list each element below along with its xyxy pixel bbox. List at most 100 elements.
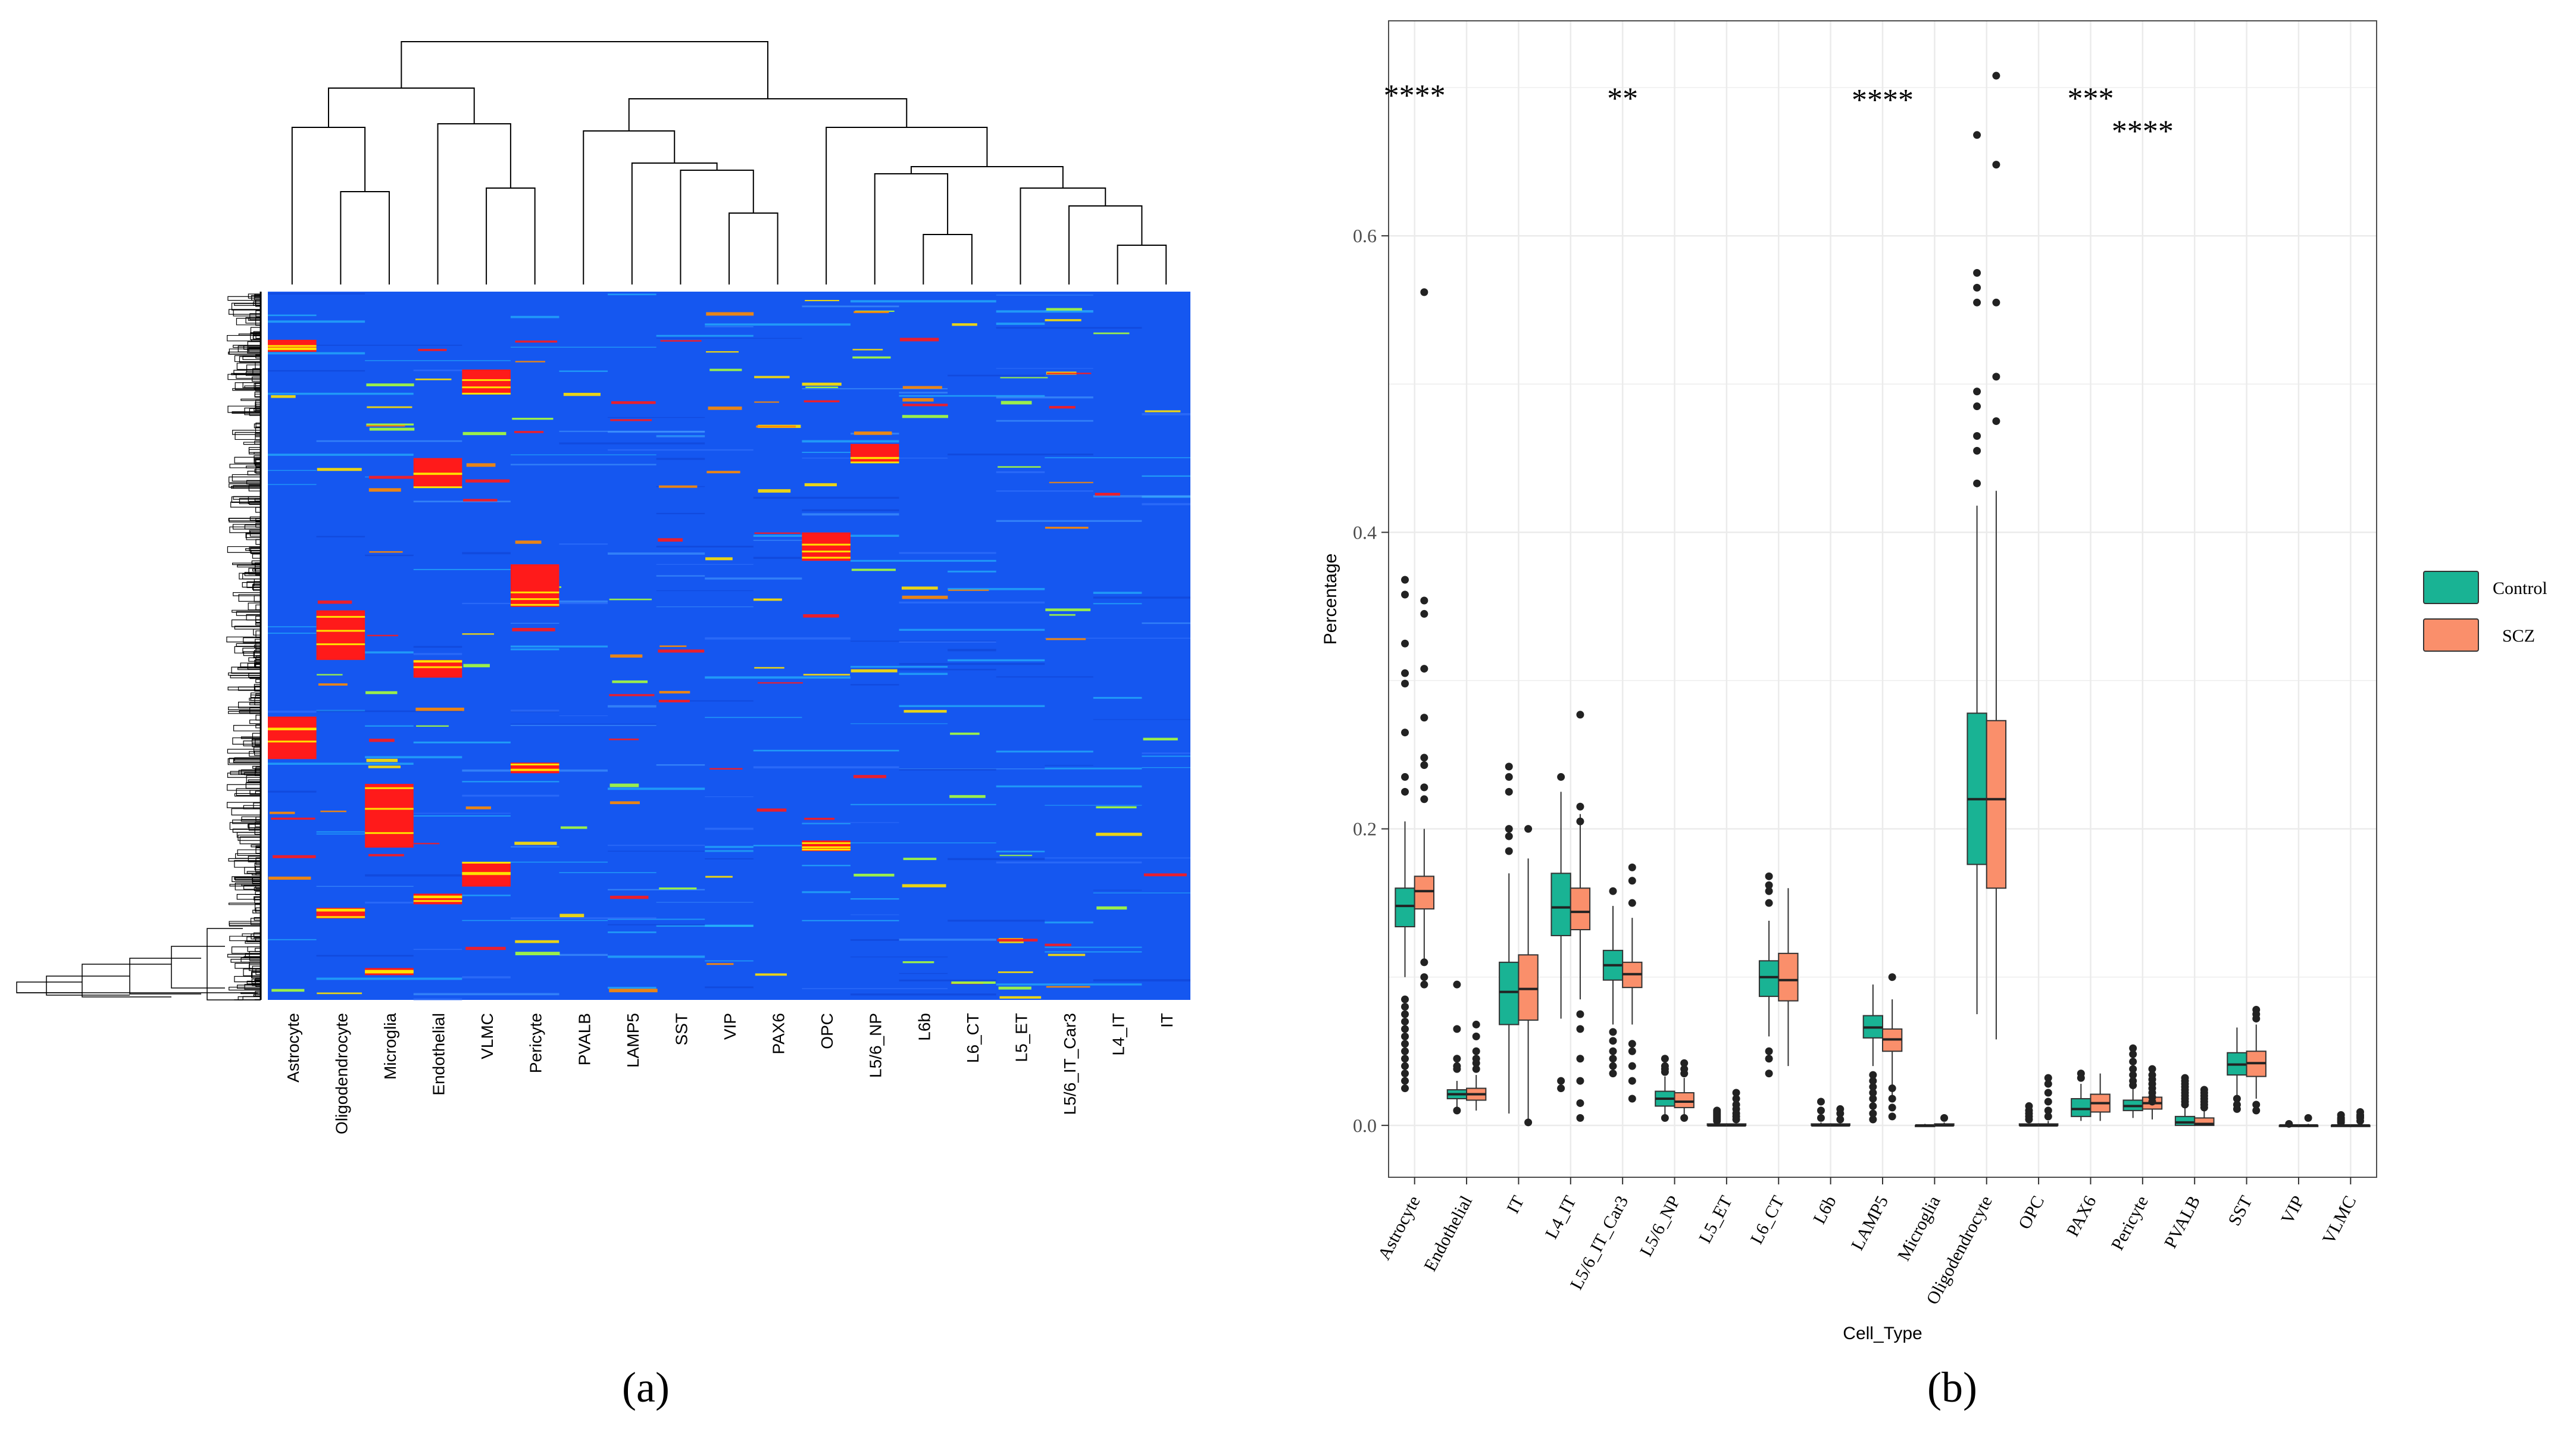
heatmap-speckle (271, 395, 296, 398)
row-dendrogram-link (242, 582, 261, 588)
row-dendrogram-link (254, 650, 261, 658)
box-outlier (1628, 1095, 1636, 1103)
heatmap-speckle (559, 914, 584, 918)
box-outlier (1453, 1055, 1461, 1063)
heatmap-speckle (997, 939, 1038, 942)
row-dendrogram-link (253, 332, 261, 340)
heatmap-texture-line (510, 315, 559, 318)
box-control (1550, 873, 1571, 936)
box-outlier (2129, 1050, 2137, 1058)
row-dendrogram-link (254, 862, 261, 870)
box-outlier (1661, 1068, 1669, 1076)
box-outlier (1576, 1010, 1584, 1018)
row-dendrogram-link (252, 742, 261, 748)
heatmap-speckle (949, 795, 986, 798)
heatmap-speckle (317, 600, 352, 604)
heatmap-block-stripe (510, 598, 559, 601)
box-control (1395, 887, 1415, 928)
heatmap-texture-line (705, 827, 754, 830)
heatmap-texture-line (948, 587, 1045, 590)
row-dendrogram-link (232, 388, 261, 391)
heatmap-speckle (754, 532, 801, 534)
row-dendrogram-link (227, 296, 261, 301)
heatmap-speckle (367, 634, 399, 636)
box-outlier (1765, 1055, 1773, 1063)
heatmap-texture-line (1045, 946, 1142, 948)
heatmap-block-stripe (462, 386, 511, 389)
heatmap-texture-line (1045, 857, 1190, 859)
box-outlier (1420, 795, 1428, 803)
heatmap-column-labels: Astrocyte Oligodendrocyte Microglia Endothe… (284, 1013, 1176, 1134)
heatmap-block-stripe (413, 473, 462, 475)
box-outlier (1472, 1065, 1480, 1073)
box-outlier (1420, 761, 1428, 769)
heatmap-texture-line (1093, 979, 1190, 982)
heatmap-texture-line (753, 749, 899, 752)
heatmap-texture-line (413, 741, 511, 744)
row-dendrogram-link (255, 714, 261, 721)
box-outlier (1732, 1095, 1740, 1103)
heatmap-speckle (514, 431, 544, 433)
box-outlier (1401, 1084, 1409, 1093)
row-dendrogram-link (251, 845, 261, 848)
heatmap-speckle (1046, 308, 1082, 311)
heatmap-speckle (318, 683, 348, 686)
row-dendrogram-link (255, 968, 261, 975)
heatmap-speckle (754, 376, 790, 379)
row-dendrogram-link (254, 937, 261, 940)
box-outlier (1505, 762, 1513, 771)
heatmap-texture-line (268, 470, 317, 471)
box-outlier (1401, 679, 1409, 687)
heatmap-column-label: VLMC (478, 1013, 496, 1059)
heatmap-speckle (369, 427, 415, 431)
heatmap-block-stripe (413, 661, 462, 663)
row-dendrogram-link (229, 483, 261, 488)
heatmap-texture-line (656, 575, 705, 577)
box-outlier (1401, 1055, 1409, 1063)
box-outlier (1505, 773, 1513, 781)
row-dendrogram-link (226, 636, 261, 643)
row-dendrogram-link (245, 782, 261, 789)
heatmap-speckle (512, 417, 554, 420)
heatmap-speckle (851, 669, 898, 673)
heatmap-texture-line (462, 861, 608, 863)
heatmap-speckle (753, 598, 782, 601)
box-outlier (1661, 1114, 1669, 1122)
row-dendrogram-link (245, 941, 261, 944)
heatmap-texture-line (1045, 921, 1093, 924)
row-dendrogram-link (249, 698, 261, 701)
box-outlier (2356, 1117, 2364, 1125)
box-outlier (1609, 887, 1617, 895)
heatmap-speckle (463, 499, 498, 502)
heatmap-texture-line (899, 641, 996, 643)
heatmap-texture-line (850, 668, 996, 671)
row-dendrogram-link (232, 562, 261, 565)
box-outlier (1973, 387, 1981, 396)
heatmap-speckle (1095, 492, 1120, 496)
heatmap-speckle (1093, 332, 1130, 334)
heatmap-speckle (465, 806, 492, 809)
heatmap-texture-line (899, 768, 996, 771)
row-dendrogram-link (252, 909, 261, 914)
heatmap-speckle (414, 843, 440, 845)
row-dendrogram-link (171, 946, 225, 989)
significance-label: **** (1852, 83, 1914, 117)
box-outlier (1609, 1055, 1617, 1063)
heatmap-speckle (902, 595, 948, 599)
heatmap-texture-line (753, 496, 899, 499)
panel-label-b: (b) (1927, 1364, 1977, 1411)
heatmap-speckle (1096, 833, 1142, 836)
heatmap-speckle (515, 940, 559, 943)
heatmap-column-label: PAX6 (770, 1013, 788, 1055)
row-dendrogram-link (245, 548, 261, 551)
heatmap-texture-line (510, 917, 656, 920)
heatmap-block-stripe (365, 808, 414, 810)
row-dendrogram-link (228, 706, 261, 711)
row-dendrogram-link (255, 310, 261, 318)
heatmap-texture-line (462, 795, 559, 797)
box-outlier (1401, 1077, 1409, 1085)
row-dendrogram-link (255, 562, 261, 567)
box-control (1967, 712, 1987, 865)
heatmap-speckle (1045, 527, 1089, 529)
row-dendrogram-link (249, 516, 261, 521)
